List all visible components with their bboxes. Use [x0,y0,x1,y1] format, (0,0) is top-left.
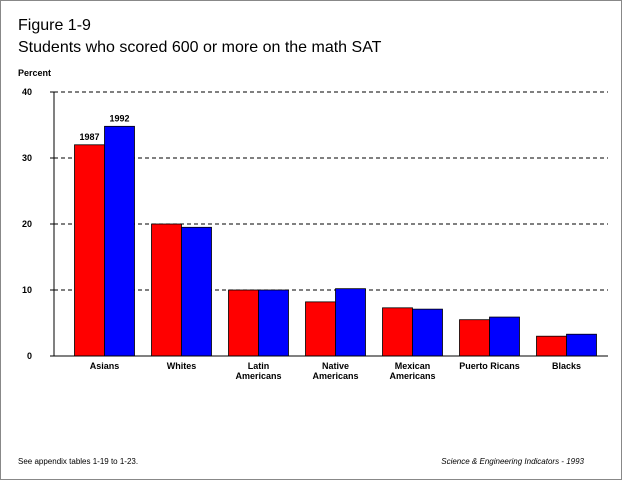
source-note: See appendix tables 1-19 to 1-23. [18,457,138,466]
y-tick-label: 0 [27,351,32,361]
bar [181,226,212,357]
bar [335,288,366,357]
bar [305,301,336,357]
y-axis-label: Percent [18,68,51,78]
bar [228,289,259,357]
y-tick-label: 40 [22,87,32,97]
y-tick-label: 30 [22,153,32,163]
x-tick-label: Puerto Ricans [459,361,520,371]
bar [104,125,135,357]
chart-subtitle: Students who scored 600 or more on the m… [18,39,382,56]
legend-label: 1987 [79,132,99,142]
y-tick-label: 20 [22,219,32,229]
bar [151,223,182,357]
bar [74,144,105,357]
credit: Science & Engineering Indicators - 1993 [441,457,584,466]
x-tick-label: Asians [89,361,120,371]
x-tick-label: Mexican Americans [389,361,436,381]
y-tick-label: 10 [22,285,32,295]
bar [382,307,413,357]
bar [258,289,289,357]
x-tick-label: Latin Americans [235,361,282,381]
bar [489,316,520,357]
bar [566,333,597,357]
x-tick-label: Whites [166,361,197,371]
legend-label: 1992 [109,113,129,123]
x-tick-label: Native Americans [312,361,359,381]
x-tick-label: Blacks [551,361,582,371]
bar [412,308,443,357]
bar [459,319,490,357]
bar [536,335,567,357]
chart-title: Figure 1-9 [18,17,91,34]
